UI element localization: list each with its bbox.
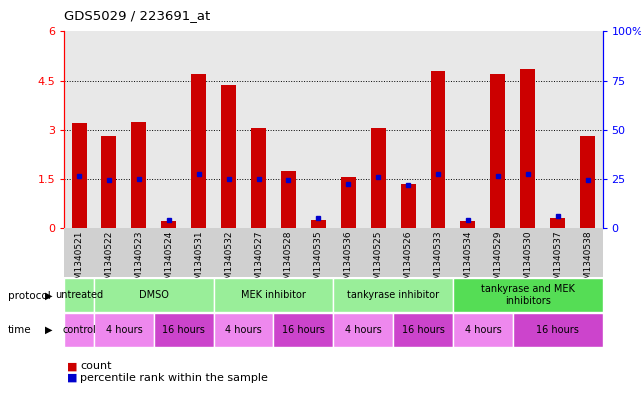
Text: GSM1340528: GSM1340528 <box>284 230 293 291</box>
Bar <box>513 313 603 347</box>
Bar <box>580 136 595 228</box>
Bar <box>281 171 296 228</box>
Bar <box>274 313 333 347</box>
Bar <box>363 228 393 277</box>
Bar <box>213 228 244 277</box>
Bar <box>162 221 176 228</box>
Text: DMSO: DMSO <box>139 290 169 300</box>
Text: ■: ■ <box>67 361 78 371</box>
Bar <box>154 228 184 277</box>
Text: GSM1340524: GSM1340524 <box>164 230 173 291</box>
Bar <box>311 220 326 228</box>
Text: ▶: ▶ <box>45 290 53 301</box>
Bar <box>124 228 154 277</box>
Text: control: control <box>62 325 96 335</box>
Bar <box>64 313 94 347</box>
Text: percentile rank within the sample: percentile rank within the sample <box>80 373 268 383</box>
Bar <box>453 278 603 312</box>
Bar <box>154 313 213 347</box>
Text: ▶: ▶ <box>45 325 53 335</box>
Text: MEK inhibitor: MEK inhibitor <box>241 290 306 300</box>
Bar <box>213 278 333 312</box>
Text: tankyrase and MEK
inhibitors: tankyrase and MEK inhibitors <box>481 284 575 305</box>
Bar <box>333 228 363 277</box>
Bar <box>460 221 476 228</box>
Text: GSM1340522: GSM1340522 <box>104 230 113 291</box>
Bar <box>370 128 386 228</box>
Text: 16 hours: 16 hours <box>162 325 205 335</box>
Bar <box>572 228 603 277</box>
Text: 16 hours: 16 hours <box>537 325 579 335</box>
Text: 4 hours: 4 hours <box>225 325 262 335</box>
Text: GSM1340535: GSM1340535 <box>314 230 323 291</box>
Text: GSM1340534: GSM1340534 <box>463 230 472 291</box>
Text: GSM1340531: GSM1340531 <box>194 230 203 291</box>
Bar <box>101 136 117 228</box>
Text: GSM1340530: GSM1340530 <box>523 230 532 291</box>
Bar <box>520 69 535 228</box>
Bar <box>274 228 303 277</box>
Text: count: count <box>80 361 112 371</box>
Text: GSM1340523: GSM1340523 <box>135 230 144 291</box>
Bar <box>303 228 333 277</box>
Bar <box>483 228 513 277</box>
Bar <box>550 218 565 228</box>
Bar <box>453 228 483 277</box>
Bar <box>341 177 356 228</box>
Text: time: time <box>8 325 31 335</box>
Bar <box>393 228 423 277</box>
Text: 4 hours: 4 hours <box>345 325 381 335</box>
Bar <box>401 184 415 228</box>
Text: GSM1340529: GSM1340529 <box>494 230 503 291</box>
Bar <box>453 313 513 347</box>
Bar <box>244 228 274 277</box>
Text: 4 hours: 4 hours <box>106 325 142 335</box>
Text: GSM1340521: GSM1340521 <box>74 230 83 291</box>
Text: 16 hours: 16 hours <box>282 325 325 335</box>
Bar <box>94 313 154 347</box>
Text: GSM1340526: GSM1340526 <box>404 230 413 291</box>
Bar <box>131 121 146 228</box>
Text: GSM1340538: GSM1340538 <box>583 230 592 291</box>
Text: protocol: protocol <box>8 290 51 301</box>
Bar <box>191 74 206 228</box>
Bar <box>184 228 213 277</box>
Text: GSM1340533: GSM1340533 <box>433 230 442 291</box>
Bar <box>72 123 87 228</box>
Bar <box>513 228 543 277</box>
Text: untreated: untreated <box>55 290 103 300</box>
Bar <box>94 278 213 312</box>
Bar <box>213 313 274 347</box>
Text: GSM1340536: GSM1340536 <box>344 230 353 291</box>
Bar <box>251 128 266 228</box>
Text: GDS5029 / 223691_at: GDS5029 / 223691_at <box>64 9 210 22</box>
Text: GSM1340527: GSM1340527 <box>254 230 263 291</box>
Bar <box>490 74 505 228</box>
Text: 16 hours: 16 hours <box>402 325 444 335</box>
Bar <box>94 228 124 277</box>
Text: tankyrase inhibitor: tankyrase inhibitor <box>347 290 439 300</box>
Bar <box>64 278 94 312</box>
Bar <box>64 228 94 277</box>
Text: GSM1340532: GSM1340532 <box>224 230 233 291</box>
Text: GSM1340537: GSM1340537 <box>553 230 562 291</box>
Bar <box>423 228 453 277</box>
Bar <box>333 278 453 312</box>
Bar <box>393 313 453 347</box>
Bar <box>543 228 572 277</box>
Bar <box>431 71 445 228</box>
Bar <box>221 86 236 228</box>
Text: GSM1340525: GSM1340525 <box>374 230 383 291</box>
Bar <box>333 313 393 347</box>
Text: 4 hours: 4 hours <box>465 325 501 335</box>
Text: ■: ■ <box>67 373 78 383</box>
